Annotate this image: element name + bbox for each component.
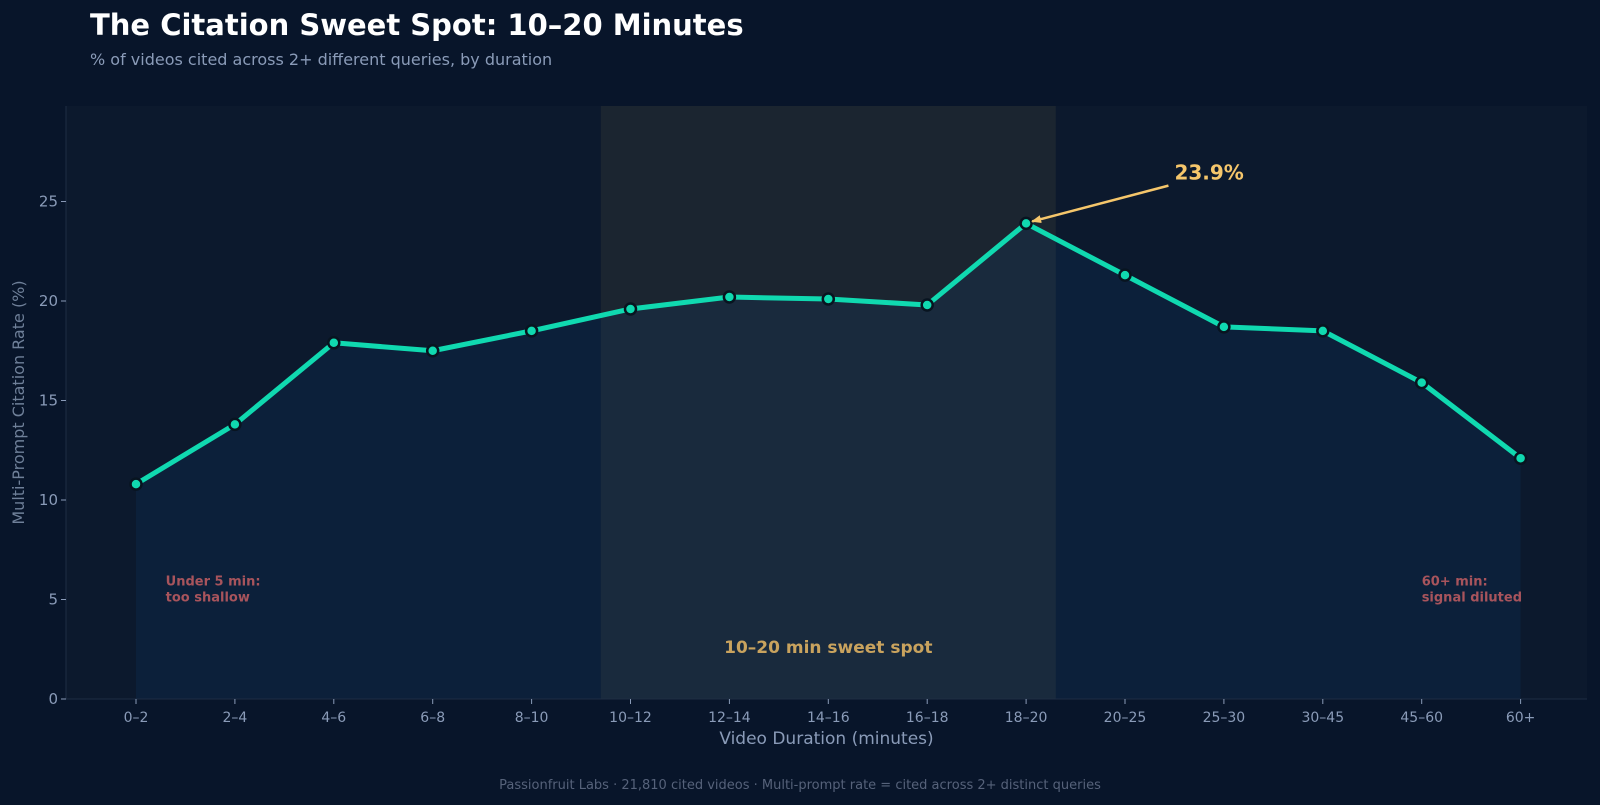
y-tick-label: 0 — [48, 690, 58, 708]
x-tick-label: 10–12 — [609, 710, 652, 726]
data-point — [228, 417, 242, 432]
y-tick-label: 15 — [39, 392, 58, 410]
y-axis-label: Multi-Prompt Citation Rate (%) — [9, 280, 28, 524]
x-tick-label: 30–45 — [1301, 710, 1344, 726]
sweet-spot-label: 10–20 min sweet spot — [724, 638, 932, 658]
y-axis-ticks: 0 5 10 15 20 25 — [39, 193, 66, 708]
data-point — [722, 290, 737, 304]
data-point — [1316, 324, 1330, 338]
data-point — [327, 336, 341, 350]
x-tick-label: 45–60 — [1400, 710, 1443, 726]
x-tick-label: 14–16 — [807, 710, 850, 726]
data-point — [1019, 216, 1033, 231]
x-tick-label: 25–30 — [1203, 710, 1246, 726]
data-point — [920, 298, 934, 312]
y-tick-label: 25 — [39, 193, 58, 211]
zone-annotation-short: Under 5 min: too shallow — [166, 575, 265, 606]
data-point — [425, 344, 440, 358]
x-tick-label: 16–18 — [906, 710, 949, 726]
chart-title: The Citation Sweet Spot: 10–20 Minutes — [90, 8, 744, 42]
x-tick-label: 8–10 — [515, 710, 549, 726]
x-tick-label: 20–25 — [1104, 710, 1147, 726]
x-tick-label: 4–6 — [321, 710, 346, 726]
y-tick-label: 10 — [39, 491, 58, 509]
x-axis-ticks: 0–2 2–4 4–6 6–8 8–10 10–12 12–14 14–16 16–18 18–2… — [124, 699, 1536, 726]
peak-label: 23.9% — [1174, 161, 1243, 185]
footer-note: Passionfruit Labs · 21,810 cited videos … — [499, 778, 1101, 793]
peak-annotation: 23.9% — [1031, 161, 1244, 223]
data-point — [1217, 320, 1231, 334]
data-point — [1513, 451, 1528, 465]
y-tick-label: 20 — [39, 292, 58, 310]
x-tick-label: 2–4 — [222, 710, 247, 726]
x-tick-label: 6–8 — [420, 710, 445, 726]
y-tick-label: 5 — [48, 591, 58, 609]
chart-subtitle: % of videos cited across 2+ different qu… — [90, 50, 553, 69]
x-tick-label: 0–2 — [124, 710, 149, 726]
x-tick-label: 12–14 — [708, 710, 751, 726]
x-axis-label: Video Duration (minutes) — [719, 729, 933, 749]
data-point — [623, 302, 638, 316]
peak-arrow — [1031, 184, 1169, 223]
zone-annotation-long-line-1: 60+ min: — [1422, 575, 1488, 590]
x-tick-label: 60+ — [1506, 710, 1536, 726]
zone-annotation-long-line-2: signal diluted — [1422, 591, 1522, 606]
sweet-spot-band — [600, 106, 1056, 699]
data-points — [129, 216, 1528, 491]
data-point — [129, 477, 143, 491]
x-tick-label: 18–20 — [1005, 710, 1048, 726]
zone-annotation-long: 60+ min: signal diluted — [1422, 575, 1522, 606]
data-point — [524, 324, 539, 338]
data-point — [1414, 375, 1429, 390]
zone-annotation-short-line-2: too shallow — [166, 591, 250, 606]
data-point — [821, 292, 836, 306]
zone-annotation-short-line-1: Under 5 min: — [166, 575, 261, 590]
data-point — [1118, 268, 1132, 282]
